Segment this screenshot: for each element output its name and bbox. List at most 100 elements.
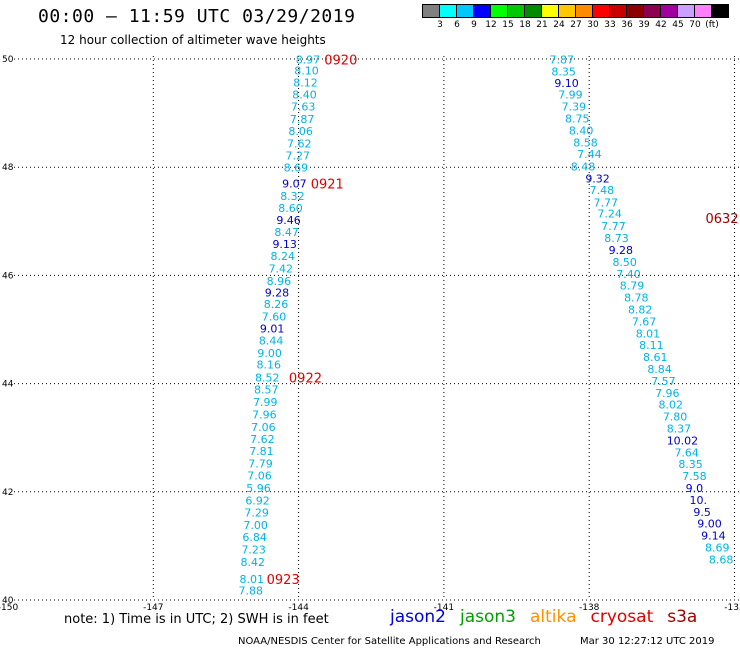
wave-height-value: 8.60 xyxy=(278,202,303,215)
legend-label: 6 xyxy=(454,20,460,30)
wave-height-value: 7.64 xyxy=(674,446,699,459)
wave-height-value: 7.24 xyxy=(597,208,622,221)
wave-height-value: 7.29 xyxy=(244,506,269,519)
wave-height-value: 7.00 xyxy=(243,519,267,532)
wave-height-value: 7.39 xyxy=(562,101,587,114)
wave-height-value: 5.96 xyxy=(246,482,270,495)
wave-height-value: 7.60 xyxy=(262,311,287,324)
legend-label: (ft) xyxy=(705,20,719,30)
wave-height-value: 7.79 xyxy=(248,458,273,471)
wave-height-value: 8.47 xyxy=(274,226,299,239)
wave-height-value: 7.77 xyxy=(594,196,619,209)
wave-height-value: 8.06 xyxy=(288,125,313,138)
wave-height-value: 9.32 xyxy=(585,173,610,186)
chart-subtitle: 12 hour collection of altimeter wave hei… xyxy=(60,33,326,47)
legend-label: 18 xyxy=(519,20,531,30)
wave-height-value: 9.28 xyxy=(265,287,290,300)
pass-time-label: 0632 xyxy=(705,212,738,227)
wave-height-value: 10.02 xyxy=(667,434,699,447)
wave-height-value: 7.57 xyxy=(651,375,676,388)
legend-swatch xyxy=(711,4,729,18)
wave-height-value: 8.79 xyxy=(620,280,645,293)
wave-height-value: 10. xyxy=(689,494,707,507)
wave-height-value: 7.27 xyxy=(286,149,311,162)
wave-height-value: 8.48 xyxy=(571,161,596,174)
wave-height-value: 7.06 xyxy=(251,421,275,434)
wave-height-value: 8.84 xyxy=(647,363,672,376)
legend-label: 42 xyxy=(655,20,667,30)
wave-height-value: 8.32 xyxy=(280,190,305,203)
pass-time-label: 0923 xyxy=(267,573,300,588)
wave-height-value: 9.01 xyxy=(260,322,285,335)
wave-height-value: 8.61 xyxy=(643,351,668,364)
lon-label: -144 xyxy=(288,603,309,613)
wave-height-value: 8.12 xyxy=(293,76,318,89)
wave-height-value: 7.67 xyxy=(632,315,657,328)
wave-height-value: 8.78 xyxy=(624,292,649,305)
wave-height-value: 7.40 xyxy=(616,268,641,281)
color-scale-legend: 3 6 9 12 15 18 21 24 27 30 33 36 39 42 45 70 (ft) xyxy=(422,4,740,32)
wave-height-value: 8.42 xyxy=(240,556,264,569)
lon-label: -141 xyxy=(434,603,454,613)
wave-height-value: 8.24 xyxy=(271,250,296,263)
color-swatches xyxy=(422,4,740,18)
wave-height-value: 8.52 xyxy=(255,372,280,385)
lat-label: 40 xyxy=(2,596,14,606)
legend-label: 36 xyxy=(621,20,633,30)
color-scale-labels: 3 6 9 12 15 18 21 24 27 30 33 36 39 42 45 70 (ft) xyxy=(422,18,740,32)
lat-label: 48 xyxy=(2,163,14,173)
wave-height-value: 8.02 xyxy=(658,399,683,412)
pass-time-label: 0920 xyxy=(324,54,357,69)
pass-timestamps: 0920092109220923063206 xyxy=(267,54,739,588)
wave-height-value: 8.69 xyxy=(705,542,730,555)
wave-height-value: 7.42 xyxy=(269,262,294,275)
grid-lines xyxy=(14,56,740,601)
wave-height-value: 6.92 xyxy=(245,494,270,507)
lat-label: 46 xyxy=(2,271,14,281)
legend-label: 70 xyxy=(689,20,701,30)
wave-height-value: 8.82 xyxy=(628,303,653,316)
wave-height-value: 7.99 xyxy=(253,396,278,409)
satellite-legend: jason2 jason3 altika cryosat s3a xyxy=(390,607,711,627)
wave-height-value: 9.10 xyxy=(554,77,579,90)
wave-height-value: 8.01 xyxy=(240,573,265,586)
wave-height-value: 7.63 xyxy=(291,101,316,114)
wave-height-value: 8.96 xyxy=(267,275,292,288)
satellite-name: jason2 xyxy=(390,607,446,627)
satellite-name: cryosat xyxy=(590,607,654,627)
wave-height-value: 7.23 xyxy=(241,544,266,557)
footer-note: note: 1) Time is in UTC; 2) SWH is in fe… xyxy=(64,612,329,627)
legend-label: 3 xyxy=(437,20,443,30)
wave-height-value: 7.87 xyxy=(549,54,574,67)
axis-labels: 50 48 46 44 42 40-150 -147 -144 -141 -138 -135 xyxy=(0,55,740,613)
pass-time-label: 0921 xyxy=(311,177,344,192)
wave-height-value: 9.28 xyxy=(609,244,634,257)
legend-label: 24 xyxy=(553,20,565,30)
wave-height-value: 7.58 xyxy=(682,470,707,483)
wave-height-value: 6.84 xyxy=(242,531,267,544)
wave-height-value: 7.77 xyxy=(601,220,626,233)
wave-height-value: 8.75 xyxy=(565,113,590,126)
wave-height-value: 8.16 xyxy=(256,359,281,372)
lon-label: -150 xyxy=(0,603,18,613)
wave-height-value: 7.88 xyxy=(239,584,264,597)
wave-height-value: 8.40 xyxy=(292,89,317,102)
wave-height-value: 7.80 xyxy=(663,411,688,424)
wave-height-value: 8.01 xyxy=(636,327,661,340)
wave-height-value: 8.10 xyxy=(294,64,319,77)
wave-height-points: 8.978.108.128.407.637.878.067.627.278.69… xyxy=(239,54,734,598)
legend-label: 30 xyxy=(587,20,599,30)
legend-label: 27 xyxy=(570,20,582,30)
lon-label: -138 xyxy=(579,603,600,613)
wave-height-value: 8.35 xyxy=(551,65,576,78)
credit-text: NOAA/NESDIS Center for Satellite Applica… xyxy=(238,636,541,647)
lon-label: -135 xyxy=(724,603,740,613)
wave-height-value: 7.06 xyxy=(247,470,272,483)
credit-timestamp: Mar 30 12:27:12 UTC 2019 xyxy=(580,636,715,647)
legend-label: 39 xyxy=(638,20,650,30)
wave-height-value: 8.57 xyxy=(254,384,278,397)
wave-height-value: 8.97 xyxy=(296,54,321,67)
wave-height-value: 9.07 xyxy=(282,177,307,190)
chart-title: 00:00 — 11:59 UTC 03/29/2019 xyxy=(38,6,356,27)
